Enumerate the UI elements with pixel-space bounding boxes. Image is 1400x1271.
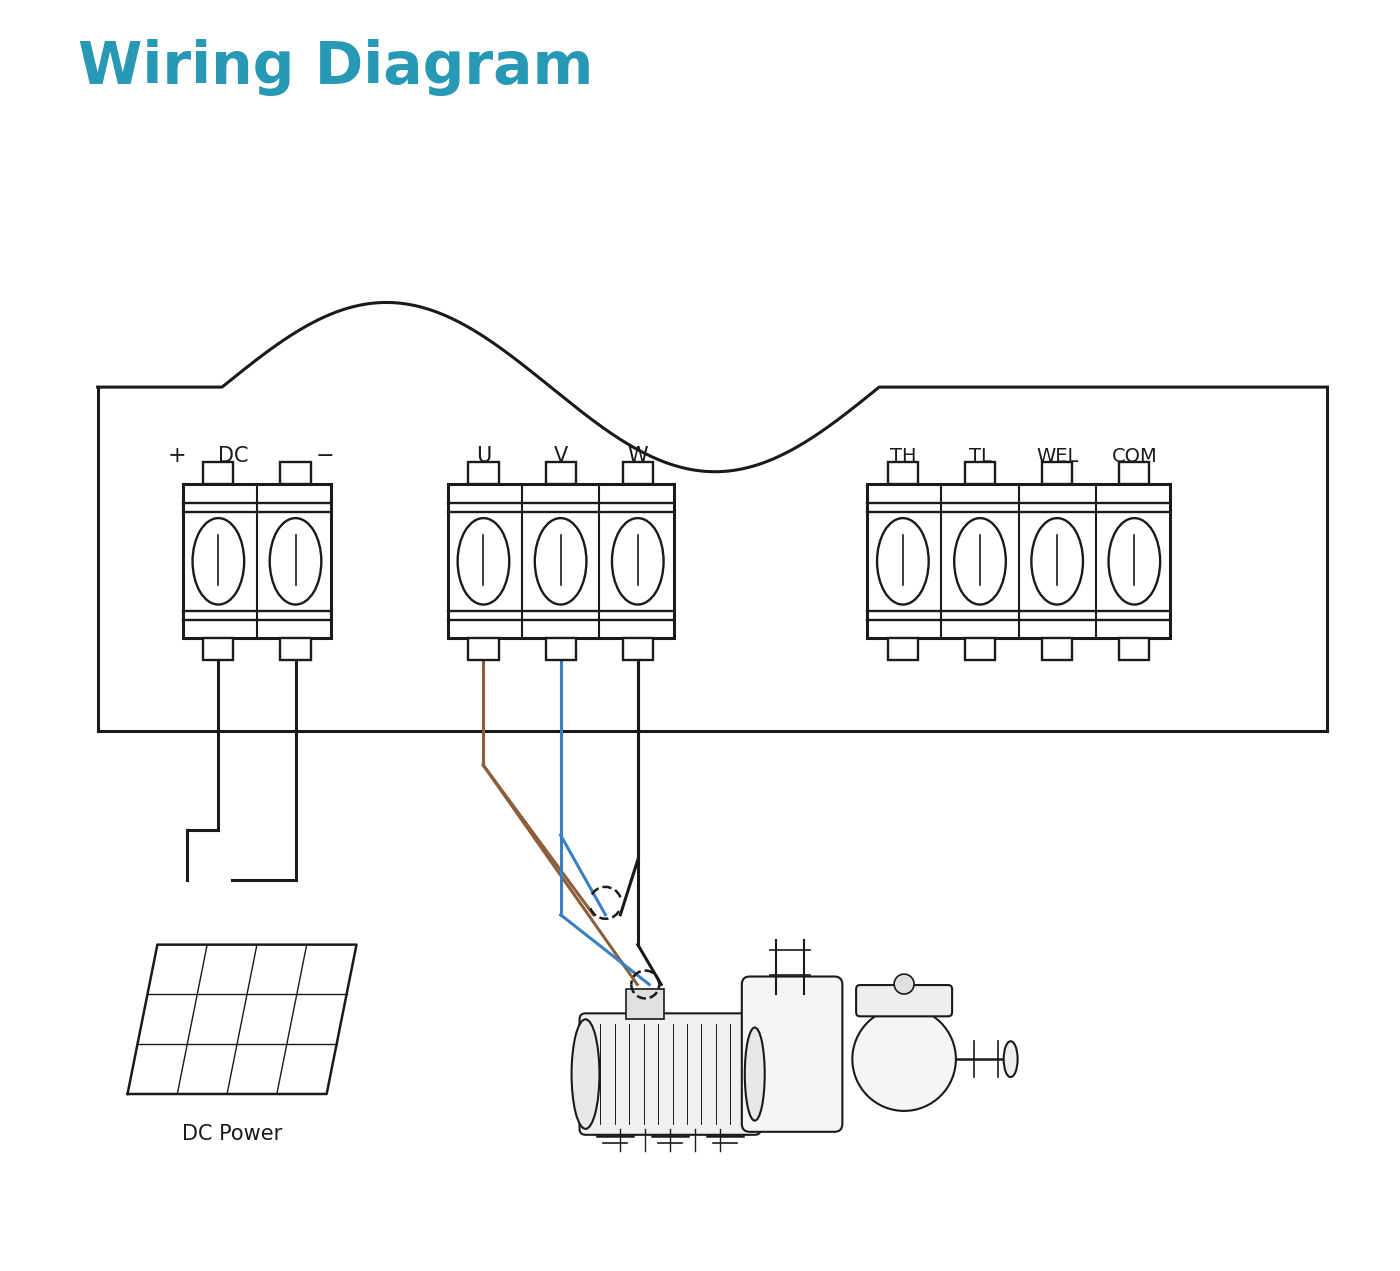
Circle shape (895, 974, 914, 994)
Ellipse shape (193, 519, 244, 605)
Text: COM: COM (1112, 447, 1158, 465)
Ellipse shape (270, 519, 322, 605)
Ellipse shape (955, 519, 1005, 605)
Ellipse shape (571, 1019, 599, 1129)
Bar (1119, 463, 1149, 484)
Text: TH: TH (889, 447, 916, 465)
Text: −: − (316, 446, 335, 466)
Bar (448, 484, 673, 638)
Bar (182, 484, 332, 638)
Bar (623, 638, 652, 661)
Text: W: W (627, 446, 648, 466)
Bar (1042, 463, 1072, 484)
Ellipse shape (535, 519, 587, 605)
Ellipse shape (612, 519, 664, 605)
Bar (623, 463, 652, 484)
Bar (1042, 638, 1072, 661)
Bar (626, 989, 664, 1019)
Text: TL: TL (969, 447, 991, 465)
Bar (965, 463, 995, 484)
Ellipse shape (876, 519, 928, 605)
Bar (546, 463, 575, 484)
Ellipse shape (745, 1027, 764, 1121)
Text: WEL: WEL (1036, 447, 1078, 465)
Ellipse shape (1109, 519, 1161, 605)
Bar (469, 638, 498, 661)
Bar (965, 638, 995, 661)
FancyBboxPatch shape (580, 1013, 760, 1135)
Text: DC Power: DC Power (182, 1124, 283, 1144)
Text: V: V (553, 446, 568, 466)
Bar (469, 463, 498, 484)
Text: U: U (476, 446, 491, 466)
Ellipse shape (1004, 1041, 1018, 1077)
Text: +: + (167, 445, 186, 468)
Text: Wiring Diagram: Wiring Diagram (78, 38, 594, 95)
Bar (203, 463, 234, 484)
Text: DC: DC (218, 446, 249, 466)
Bar (203, 638, 234, 661)
Ellipse shape (1032, 519, 1084, 605)
Bar (280, 463, 311, 484)
Bar (888, 463, 918, 484)
Circle shape (853, 1008, 956, 1111)
Ellipse shape (458, 519, 510, 605)
FancyBboxPatch shape (742, 976, 843, 1131)
Bar (888, 638, 918, 661)
Bar (1119, 638, 1149, 661)
Bar (280, 638, 311, 661)
Bar (867, 484, 1170, 638)
Bar (546, 638, 575, 661)
FancyBboxPatch shape (857, 985, 952, 1017)
